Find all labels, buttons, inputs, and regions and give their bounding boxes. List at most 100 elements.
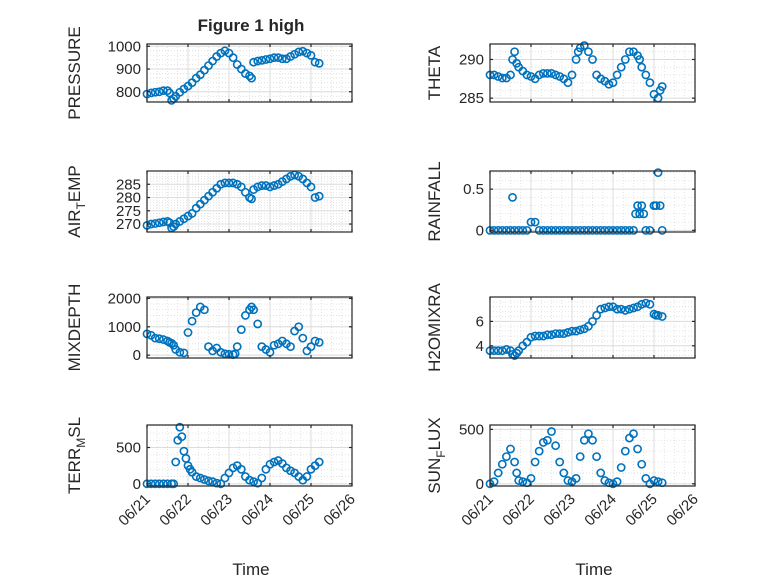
data-point (588, 55, 597, 64)
axes-frame (146, 43, 353, 103)
data-point (616, 304, 626, 314)
data-point (154, 334, 164, 344)
data-point (518, 477, 528, 487)
data-point (506, 444, 515, 454)
data-point (257, 181, 267, 190)
data-point (625, 225, 634, 235)
data-point (596, 225, 606, 235)
data-point (600, 303, 610, 313)
data-point (612, 70, 622, 80)
data-point (298, 46, 308, 56)
data-point (551, 329, 560, 338)
data-point (588, 316, 597, 326)
data-point (314, 457, 324, 467)
data-point (526, 473, 536, 483)
y-tick-label: 285 (459, 90, 484, 107)
data-point (645, 299, 655, 309)
data-point (510, 225, 519, 235)
data-point (314, 337, 324, 347)
data-point (150, 219, 160, 228)
data-point (579, 41, 589, 50)
data-point (294, 322, 304, 332)
data-point (249, 305, 258, 315)
y-axis-label: PRESSURE (65, 26, 84, 120)
data-point (298, 333, 308, 343)
data-point (616, 225, 626, 235)
data-point (526, 217, 536, 227)
x-axis-label-right: Time (575, 560, 612, 579)
y-tick-label: 500 (459, 421, 484, 438)
data-point (253, 56, 263, 66)
data-point (154, 218, 164, 228)
data-point (575, 225, 585, 235)
data-point (534, 225, 544, 235)
data-point (497, 73, 507, 83)
data-point (592, 452, 601, 461)
y-tick-label: 1000 (108, 38, 141, 55)
data-point (637, 299, 647, 309)
data-point (253, 182, 263, 192)
data-point (497, 346, 507, 356)
data-point (163, 479, 172, 489)
data-point (510, 457, 519, 467)
data-point (257, 473, 267, 483)
data-point (547, 68, 556, 78)
x-axis-label-left: Time (232, 560, 269, 579)
data-point (543, 68, 552, 78)
data-point (247, 194, 256, 204)
y-tick-label: 0 (476, 476, 484, 493)
data-point (314, 191, 324, 201)
data-point (657, 82, 667, 91)
data-point (596, 468, 606, 478)
data-point (639, 209, 649, 219)
data-point (314, 58, 324, 68)
data-point (620, 55, 630, 64)
data-point (236, 464, 246, 474)
data-point (538, 68, 548, 78)
data-point (187, 316, 197, 326)
data-point (625, 304, 634, 314)
data-point (637, 201, 647, 211)
y-tick-label: 275 (116, 203, 141, 220)
axes-frame (489, 43, 696, 103)
data-point (526, 332, 536, 342)
data-point (608, 78, 618, 88)
data-point (530, 331, 540, 341)
data-point (269, 53, 279, 63)
data-point (261, 181, 271, 190)
axes-frame (146, 296, 353, 359)
data-point (620, 306, 630, 315)
data-point (563, 327, 573, 337)
data-point (551, 225, 560, 235)
data-point (616, 62, 626, 72)
figure-title: Figure 1 high (198, 16, 305, 35)
data-point (493, 346, 503, 356)
y-axis-label: H2OMIXRA (425, 282, 444, 371)
y-tick-label: 270 (116, 216, 141, 233)
data-point (635, 55, 645, 64)
data-point (551, 70, 560, 80)
data-point (191, 472, 201, 481)
data-point (506, 70, 515, 80)
data-point (584, 47, 593, 57)
data-point (547, 225, 556, 235)
y-tick-label: 4 (476, 338, 484, 355)
data-point (518, 225, 528, 235)
data-point (220, 349, 230, 359)
data-point (641, 473, 651, 483)
data-point (286, 171, 295, 181)
data-point (216, 179, 226, 189)
data-point (543, 225, 552, 235)
data-point (633, 444, 642, 454)
data-point (641, 70, 651, 80)
y-tick-label: 0.5 (463, 181, 484, 198)
data-point (294, 47, 304, 57)
data-point (195, 473, 205, 483)
data-point (310, 193, 320, 202)
y-axis-label: TERRMSL (65, 417, 88, 494)
data-point (506, 225, 515, 235)
data-point (629, 225, 638, 235)
data-point (212, 478, 222, 488)
data-point (588, 225, 597, 235)
